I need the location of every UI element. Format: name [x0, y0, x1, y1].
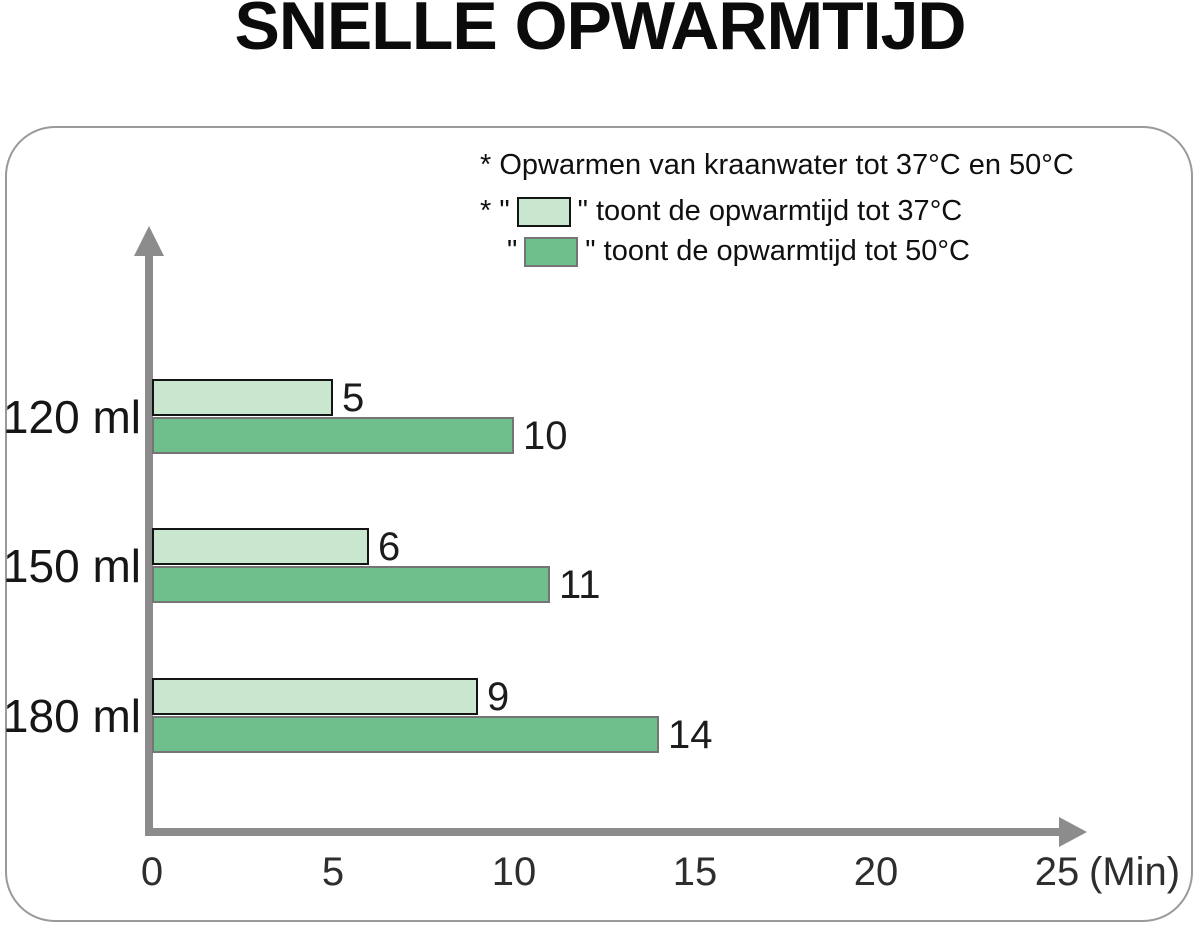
legend-item-50c: " " toont de opwarmtijd tot 50°C — [507, 232, 970, 270]
bar-120ml-series1 — [152, 379, 333, 416]
bar-180ml-series2 — [152, 716, 659, 753]
x-axis-tick-label: 15 — [672, 850, 718, 894]
x-axis-tick-label: 10 — [491, 850, 537, 894]
legend-note-text: * Opwarmen van kraanwater tot 37°C en 50… — [480, 149, 1074, 181]
legend-item-37c: * " " toont de opwarmtijd tot 37°C — [480, 192, 962, 230]
legend-swatch-37c-icon — [516, 197, 571, 227]
legend-item-37c-suffix: " toont de opwarmtijd tot 37°C — [577, 195, 963, 227]
chart-title: SNELLE OPWARMTIJD — [234, 0, 966, 64]
y-axis-line — [145, 254, 153, 836]
bar-value-label: 5 — [342, 376, 365, 420]
x-axis-tick-label: 25 — [1034, 850, 1080, 894]
x-axis-line — [145, 828, 1060, 836]
legend-item-37c-prefix: * " — [480, 195, 510, 227]
y-axis-arrow-icon — [134, 226, 164, 256]
x-axis-unit-label: (Min) — [1089, 850, 1181, 894]
bar-180ml-series1 — [152, 678, 478, 715]
bar-150ml-series1 — [152, 528, 369, 565]
bar-value-label: 14 — [668, 713, 713, 757]
bar-value-label: 6 — [378, 525, 401, 569]
category-label: 180 ml — [2, 689, 141, 742]
category-label: 150 ml — [2, 539, 141, 592]
bar-value-label: 9 — [487, 675, 510, 719]
bar-150ml-series2 — [152, 566, 550, 603]
legend-item-50c-suffix: " toont de opwarmtijd tot 50°C — [585, 235, 970, 267]
x-axis-arrow-icon — [1059, 817, 1087, 847]
bar-120ml-series2 — [152, 417, 514, 454]
chart-panel — [5, 126, 1193, 922]
bar-value-label: 11 — [559, 563, 601, 607]
legend-note: * Opwarmen van kraanwater tot 37°C en 50… — [480, 146, 1074, 184]
x-axis-tick-label: 0 — [140, 850, 164, 894]
category-label: 120 ml — [2, 390, 141, 443]
x-axis-tick-label: 5 — [321, 850, 345, 894]
bar-value-label: 10 — [523, 414, 568, 458]
legend-swatch-50c-icon — [524, 237, 579, 267]
x-axis-tick-label: 20 — [853, 850, 899, 894]
legend-item-50c-prefix: " — [507, 235, 518, 267]
